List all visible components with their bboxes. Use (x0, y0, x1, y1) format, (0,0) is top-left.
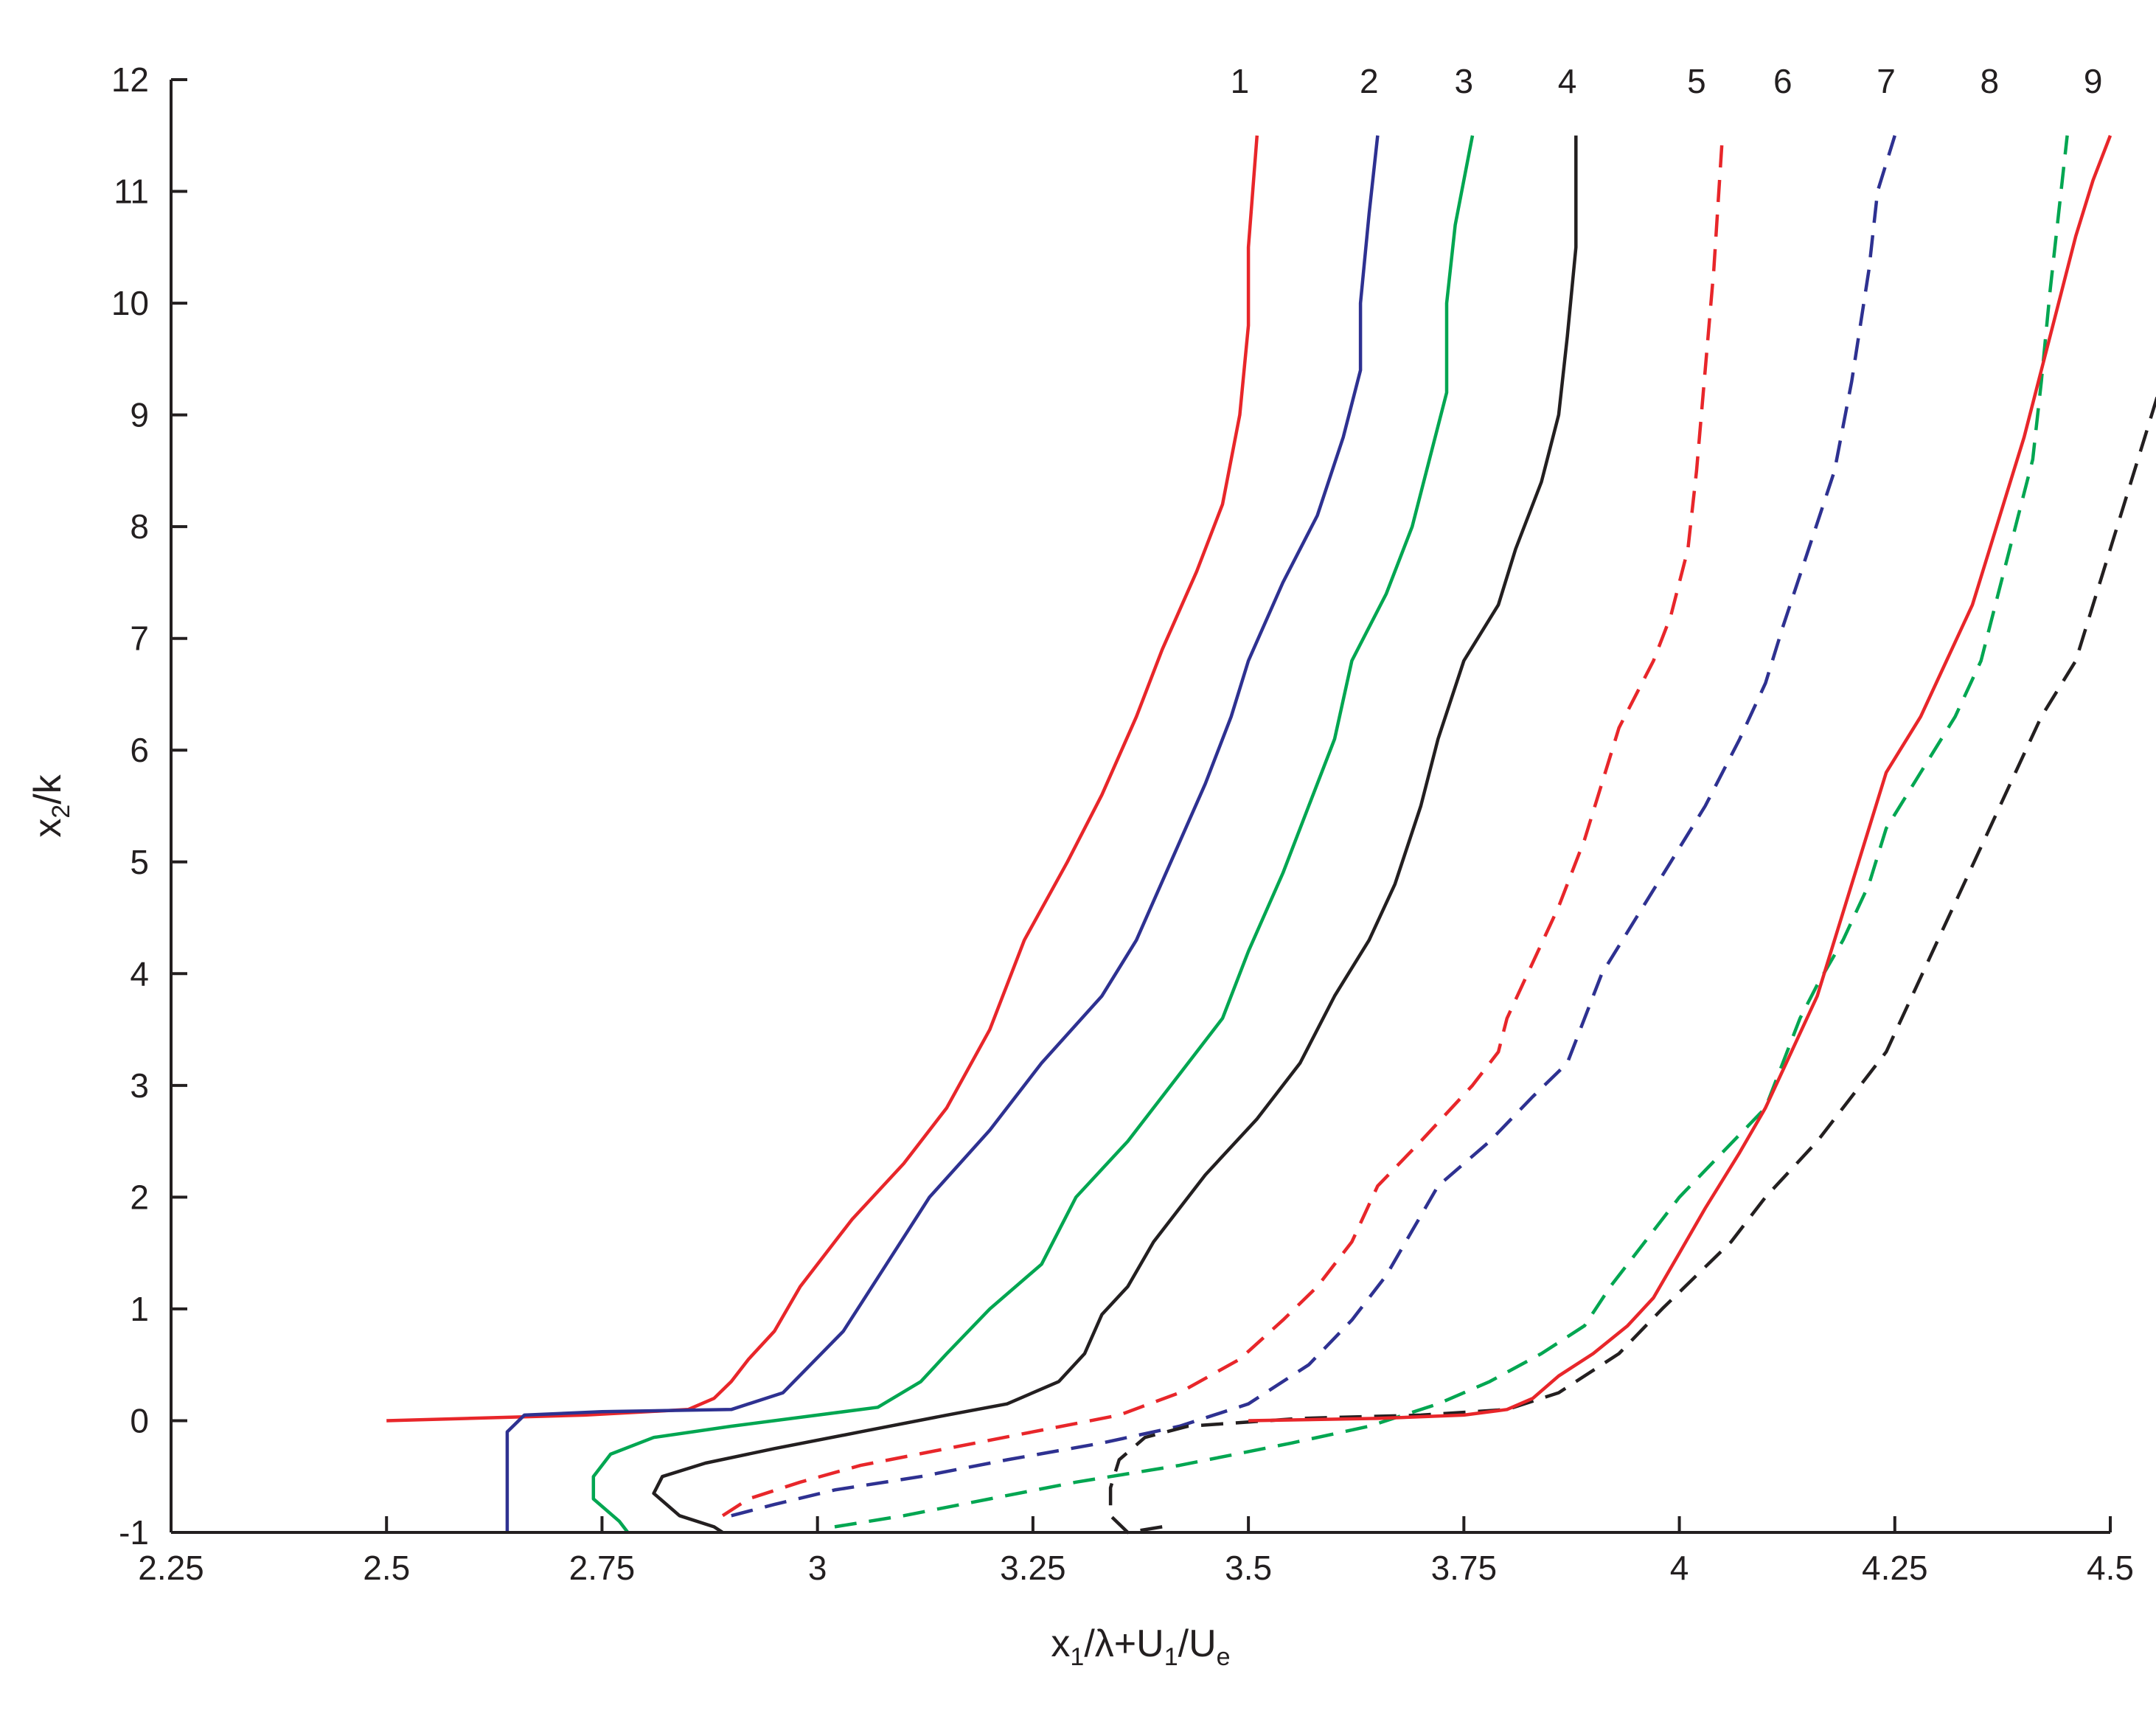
y-tick-label: 0 (130, 1401, 149, 1440)
series-line-3 (591, 135, 1475, 1534)
curve-labels: 1 2 3 4 5 6 7 8 9 (1231, 62, 2103, 100)
curve-label-1: 1 (1231, 62, 1250, 100)
x-tick-label: 4.25 (1862, 1549, 1928, 1587)
curve-label-8: 8 (1981, 62, 2000, 100)
curve-label-3: 3 (1455, 62, 1474, 100)
x-tick-label: 2.75 (569, 1549, 636, 1587)
y-tick-label: 9 (130, 396, 149, 434)
x-tick-label: 3.5 (1225, 1549, 1272, 1587)
y-tick-label: 11 (114, 173, 149, 211)
y-tick-label: 12 (111, 60, 149, 99)
curve-label-6: 6 (1773, 62, 1792, 100)
x-tick-label: 3 (808, 1549, 827, 1587)
y-tick-label: 5 (130, 843, 149, 881)
curve-label-7: 7 (1877, 62, 1896, 100)
curve-label-9: 9 (2084, 62, 2103, 100)
data-curves (386, 134, 2156, 1535)
y-axis-title: x2/k (27, 774, 75, 837)
y-tick-label: 6 (130, 731, 149, 769)
series-line-7 (834, 135, 2069, 1529)
x-tick-label: 2.25 (138, 1549, 204, 1587)
curve-label-4: 4 (1558, 62, 1577, 100)
y-tick-label: 7 (130, 619, 149, 658)
series-line-4 (652, 135, 1578, 1534)
y-tick-label: 8 (130, 507, 149, 546)
series-line-6 (731, 135, 1896, 1518)
y-tick-label: 4 (130, 954, 149, 993)
x-tick-label: 3.75 (1431, 1549, 1498, 1587)
x-tick-label: 2.5 (363, 1549, 410, 1587)
curve-label-5: 5 (1687, 62, 1706, 100)
y-tick-label: 1 (130, 1290, 149, 1328)
curve-label-2: 2 (1360, 62, 1379, 100)
x-tick-label: 4 (1670, 1549, 1689, 1587)
x-axis-ticks: 2.25 2.5 2.75 3 3.25 3.5 3.75 4 4.25 4.5 (138, 1516, 2134, 1587)
y-tick-label: 10 (111, 284, 149, 322)
series-line-5 (721, 135, 1725, 1518)
x-tick-label: 3.25 (1000, 1549, 1066, 1587)
series-line-8 (1108, 395, 2156, 1535)
y-tick-label: 3 (130, 1066, 149, 1105)
y-tick-label: -1 (119, 1513, 149, 1552)
series-line-2 (505, 135, 1380, 1532)
y-tick-label: 2 (130, 1178, 149, 1216)
series-line-9 (1248, 134, 2112, 1423)
x-axis-title: x1/λ+U1/Ue (1051, 1622, 1230, 1671)
series-line-1 (386, 135, 1259, 1423)
axes (170, 80, 2110, 1534)
x-tick-label: 4.5 (2087, 1549, 2134, 1587)
